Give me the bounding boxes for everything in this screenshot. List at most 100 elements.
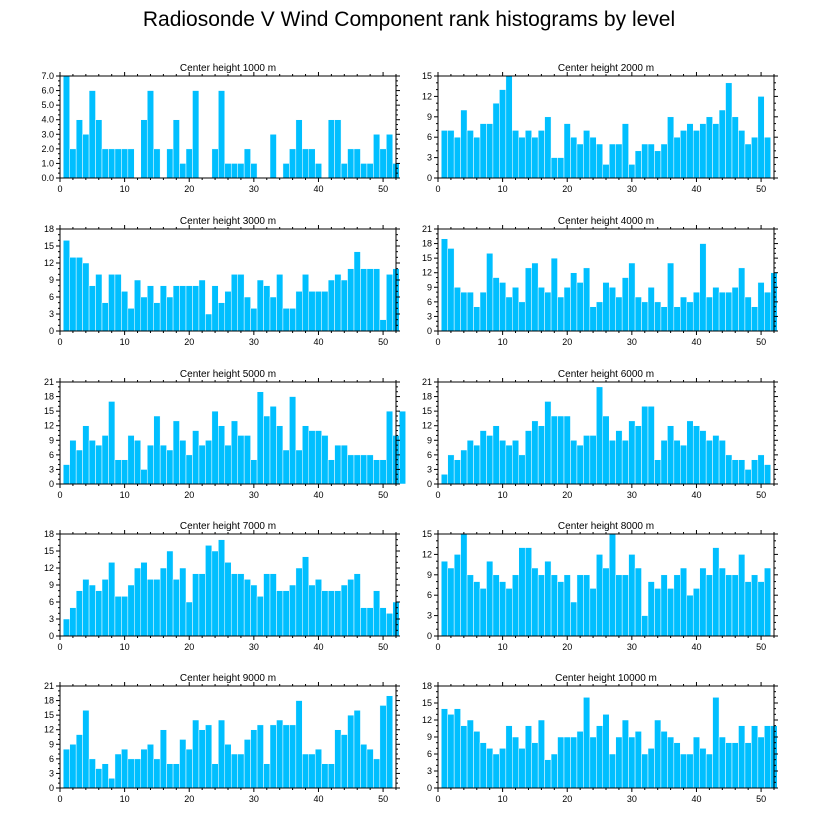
histogram-bar — [531, 420, 539, 485]
histogram-bar — [518, 547, 526, 637]
histogram-bar — [557, 581, 565, 637]
histogram-bar — [172, 285, 180, 332]
histogram-bar — [243, 579, 251, 637]
histogram-bar — [62, 748, 70, 789]
histogram-bar — [705, 753, 713, 789]
histogram-bar — [353, 251, 361, 332]
histogram-bar — [62, 75, 70, 179]
histogram-bar — [460, 725, 468, 789]
histogram-bar — [308, 753, 316, 789]
x-tick-label: 20 — [562, 490, 572, 500]
histogram-bar — [499, 748, 507, 789]
histogram-bar — [705, 296, 713, 332]
histogram-bar — [764, 567, 772, 637]
histogram-bar — [486, 435, 494, 485]
x-tick-label: 10 — [498, 337, 508, 347]
histogram-bar — [557, 296, 565, 332]
histogram-bar — [62, 618, 70, 637]
histogram-bar — [602, 567, 610, 637]
y-tick-label: 15 — [422, 698, 432, 708]
histogram-bar — [185, 148, 193, 179]
histogram-bar — [641, 301, 649, 332]
x-tick-label: 50 — [756, 794, 766, 804]
histogram-bar — [479, 430, 487, 485]
histogram-bar — [499, 581, 507, 637]
histogram-bar — [473, 731, 481, 789]
histogram-bar — [263, 415, 271, 485]
histogram-bar — [628, 420, 636, 485]
y-tick-label: 18 — [44, 529, 54, 539]
x-tick-label: 50 — [756, 337, 766, 347]
histogram-bar — [95, 274, 103, 332]
x-tick-label: 40 — [313, 794, 323, 804]
histogram-bar — [62, 464, 70, 485]
histogram-bar — [192, 285, 200, 332]
histogram-bar — [205, 313, 213, 332]
histogram-bar — [205, 440, 213, 485]
y-tick-label: 0 — [427, 173, 432, 183]
histogram-bar — [576, 143, 584, 179]
histogram-bar — [764, 291, 772, 332]
histogram-bar — [692, 588, 700, 637]
histogram-bar — [101, 435, 109, 485]
histogram-bar — [692, 736, 700, 789]
x-tick-label: 20 — [562, 184, 572, 194]
histogram-bar — [269, 134, 277, 179]
histogram-bar — [373, 758, 381, 789]
histogram-bar — [537, 574, 545, 637]
histogram-bar — [366, 748, 374, 789]
y-tick-label: 18 — [44, 392, 54, 402]
histogram-bar — [440, 130, 448, 179]
histogram-bar — [114, 459, 122, 485]
y-tick-label: 3 — [427, 464, 432, 474]
histogram-bar — [75, 734, 83, 789]
histogram-bar — [602, 415, 610, 485]
y-tick-label: 15 — [44, 241, 54, 251]
histogram-bar — [211, 550, 219, 637]
histogram-bar — [166, 763, 174, 789]
histogram-bar — [576, 282, 584, 332]
histogram-bar — [518, 301, 526, 332]
histogram-bar — [101, 148, 109, 179]
histogram-bar — [738, 130, 746, 179]
histogram-bar — [738, 725, 746, 789]
y-tick-label: 6 — [427, 590, 432, 600]
histogram-bar — [479, 123, 487, 179]
histogram-bar — [108, 562, 116, 637]
y-tick-label: 15 — [422, 406, 432, 416]
histogram-bar — [75, 257, 83, 332]
x-tick-label: 50 — [378, 490, 388, 500]
histogram-bar — [366, 454, 374, 485]
histogram-bar — [263, 285, 271, 332]
histogram-bar — [373, 590, 381, 637]
histogram-bar — [712, 287, 720, 332]
y-tick-label: 9 — [49, 739, 54, 749]
histogram-bar — [447, 130, 455, 179]
y-tick-label: 3 — [427, 766, 432, 776]
histogram-bar — [596, 301, 604, 332]
histogram-bar — [738, 554, 746, 637]
y-tick-label: 9 — [427, 732, 432, 742]
histogram-bar — [705, 574, 713, 637]
histogram-bar — [295, 291, 303, 332]
histogram-bar — [88, 584, 96, 637]
histogram-bar — [576, 444, 584, 485]
histogram-bar — [295, 119, 303, 179]
histogram-bar — [179, 440, 187, 485]
histogram-bar — [596, 386, 604, 485]
histogram-bar — [705, 440, 713, 485]
histogram-bar — [751, 136, 759, 179]
histogram-bar — [544, 560, 552, 637]
histogram-bar — [667, 262, 675, 332]
panel-title: Center height 7000 m — [180, 521, 276, 532]
histogram-bar — [524, 547, 532, 637]
histogram-bar — [386, 410, 394, 485]
histogram-bar — [524, 267, 532, 332]
histogram-bar — [608, 440, 616, 485]
histogram-bar — [660, 143, 668, 179]
histogram-bar — [440, 708, 448, 789]
histogram-bar — [114, 753, 122, 789]
histogram-bar — [667, 588, 675, 637]
histogram-bar — [134, 279, 142, 332]
